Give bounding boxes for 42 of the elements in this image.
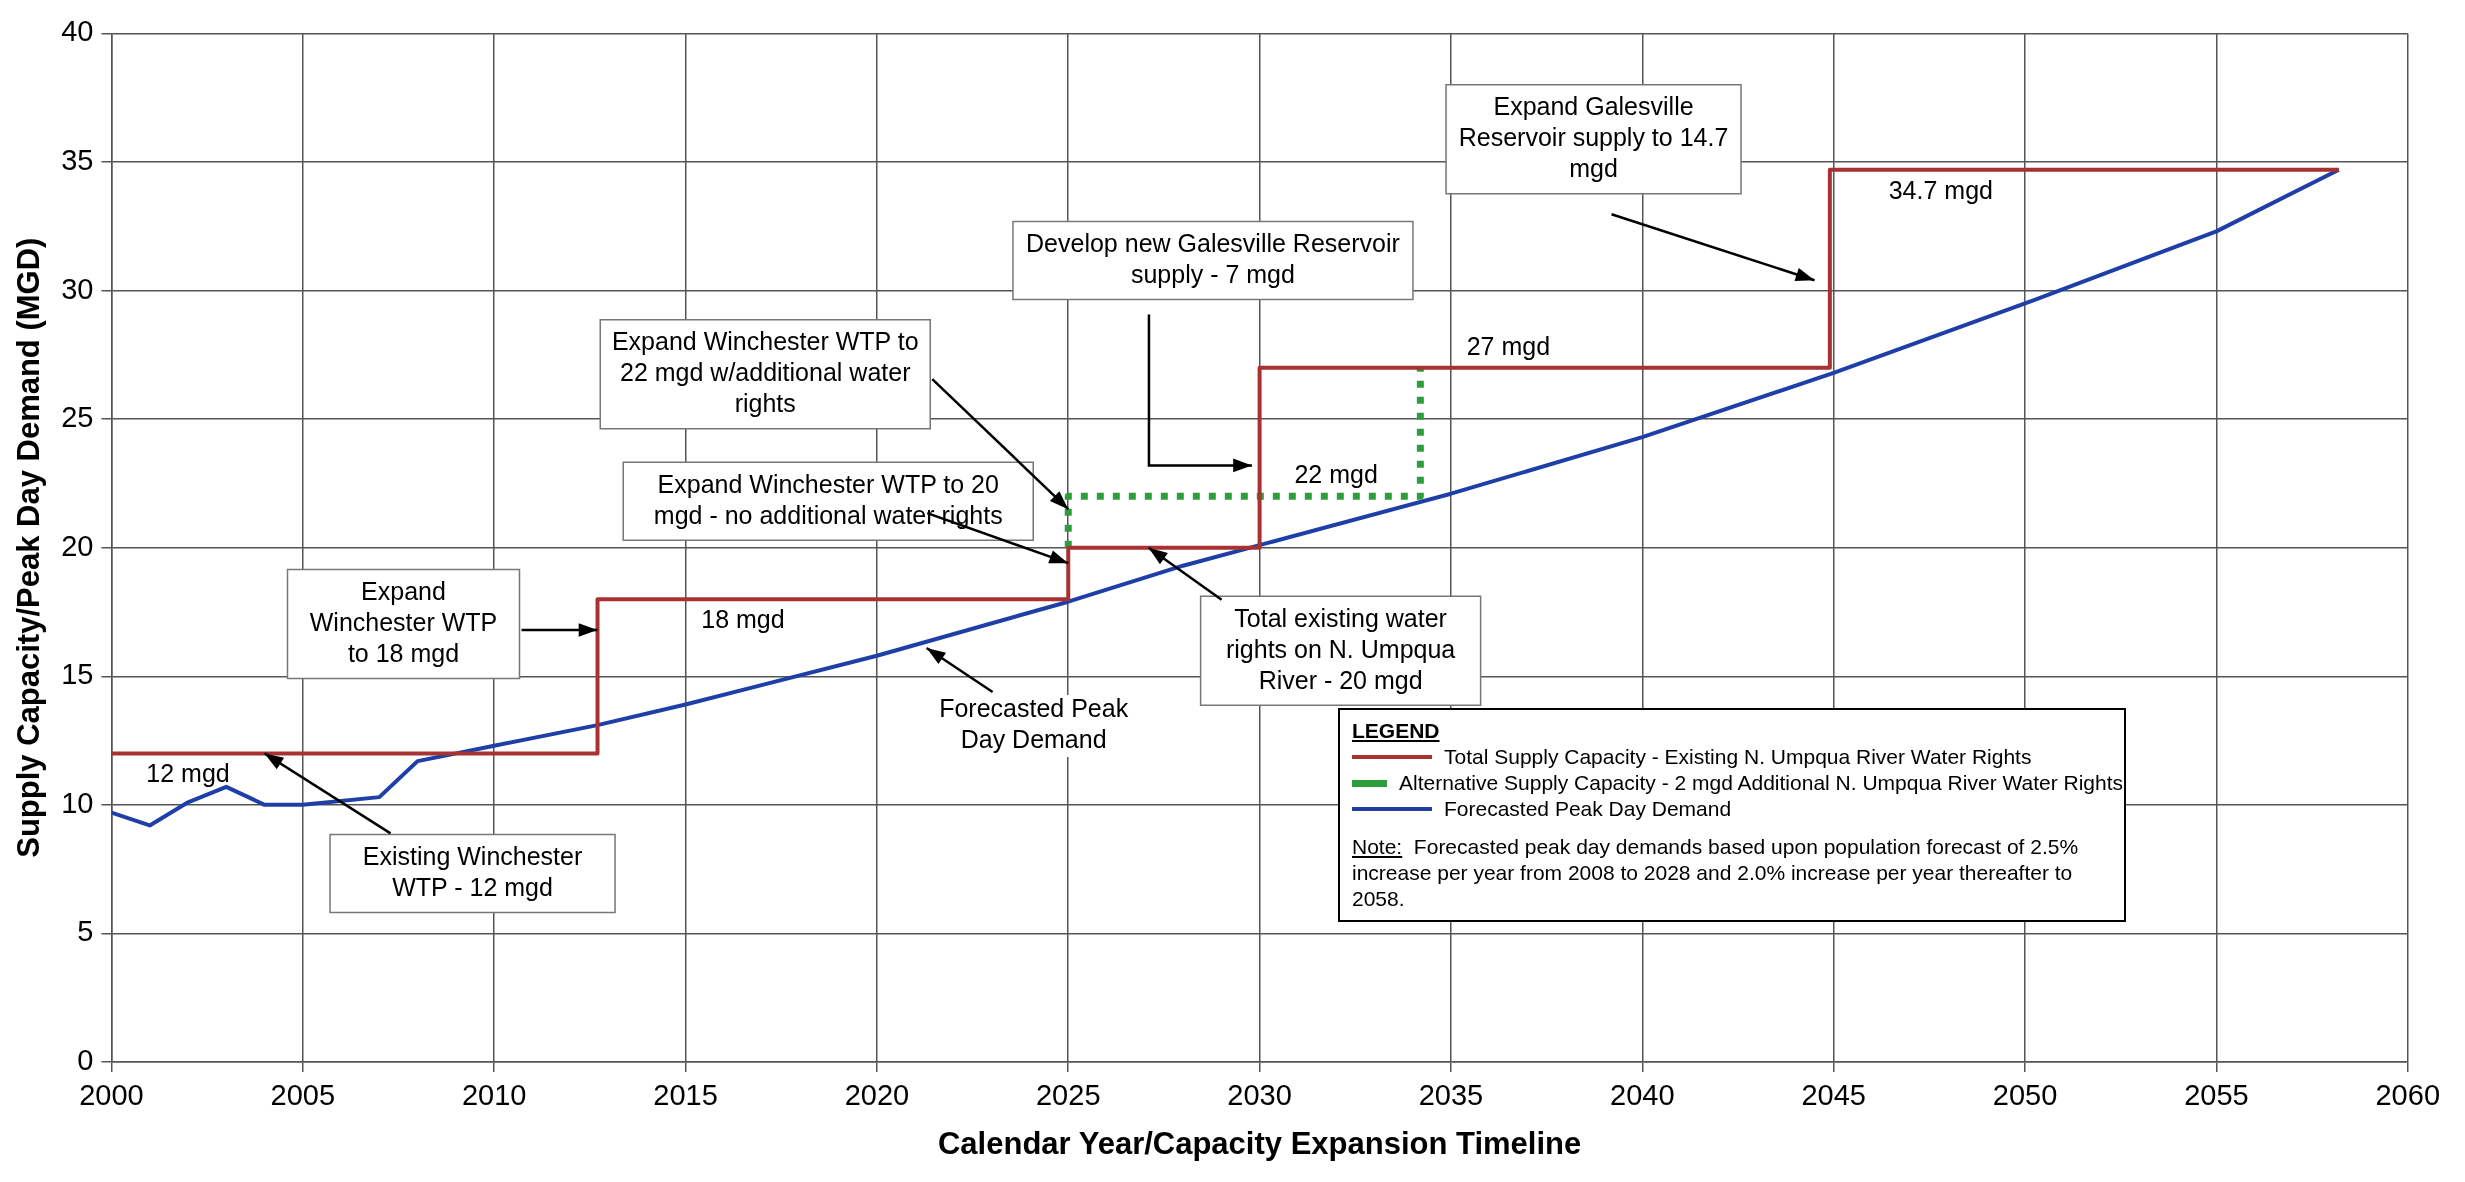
annotation: 34.7 mgd [1888,175,1993,204]
annotation: Develop new Galesville Reservoir supply - 7 mgd [1026,228,1400,288]
y-tick-label: 25 [61,401,94,434]
annotation: Note: Forecasted peak day demands based upon population forecast of 2.5% increase per year from 2008 to 2028 and 2.0% increase per year thereafter to 2058. [1352,834,2080,912]
x-tick-label: 2000 [79,1079,144,1112]
annotation: Existing Winchester WTP - 12 mgd [362,841,583,901]
y-axis-title: Supply Capacity/Peak Day Demand (MGD) [11,237,47,858]
x-tick-label: 2025 [1035,1079,1101,1112]
annotation: Expand Winchester WTP to 20 mgd - no additional water rights [653,469,1003,529]
y-tick-label: 20 [61,529,94,562]
y-tick-label: 35 [61,143,94,176]
legend-label: Total Supply Capacity - Existing N. Umpqua River Water Rights [1444,744,2032,770]
annotation: 18 mgd [701,605,785,634]
x-tick-label: 2015 [653,1079,718,1112]
annotation: Expand Winchester WTP to 18 mgd [309,576,498,667]
x-tick-label: 2030 [1227,1079,1292,1112]
annotation: Expand Galesville Reservoir supply to 14.7 mgd [1458,92,1729,183]
legend-label: Forecasted Peak Day Demand [1444,796,1732,822]
x-tick-label: 2010 [461,1079,527,1112]
x-tick-label: 2045 [1801,1079,1866,1112]
x-axis-title: Calendar Year/Capacity Expansion Timeline [937,1125,1582,1161]
x-tick-label: 2020 [844,1079,910,1112]
x-tick-label: 2050 [1992,1079,2058,1112]
annotation: 22 mgd [1294,460,1378,489]
x-tick-label: 2005 [270,1079,336,1112]
annotation: Forecasted Peak Day Demand [939,694,1129,754]
legend-label: Alternative Supply Capacity - 2 mgd Additional N. Umpqua River Water Rights [1399,770,2124,796]
annotation: Total existing water rights on N. Umpqua River - 20 mgd [1225,603,1456,694]
legend-title: LEGEND [1352,718,1441,744]
annotation: 27 mgd [1466,331,1551,360]
annotation: Expand Winchester WTP to 22 mgd w/additional water rights [611,327,919,418]
x-tick-label: 2055 [2184,1079,2249,1112]
y-tick-label: 40 [61,15,94,48]
y-tick-label: 15 [61,658,94,691]
x-tick-label: 2035 [1418,1079,1484,1112]
x-tick-label: 2040 [1610,1079,1675,1112]
y-tick-label: 0 [77,1044,94,1076]
annotation: 12 mgd [146,759,230,788]
y-tick-label: 10 [61,786,94,819]
y-tick-label: 30 [61,272,94,305]
x-tick-label: 2060 [2375,1079,2440,1112]
y-tick-label: 5 [77,915,94,948]
